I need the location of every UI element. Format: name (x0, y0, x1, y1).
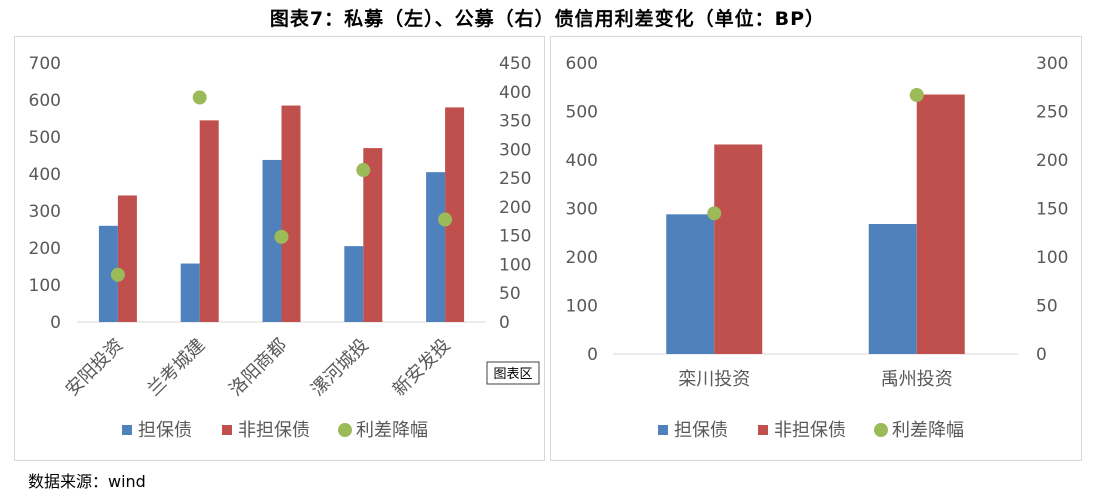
left-axis-tick-5: 500 (566, 103, 598, 123)
spread-drop-point-1 (909, 88, 924, 103)
left-axis-tick-2: 200 (29, 239, 61, 259)
spread-drop-point-4 (438, 212, 453, 227)
right-axis-tick-0: 0 (1036, 345, 1047, 365)
right-axis-tick-1: 50 (499, 284, 521, 304)
chart-area-tag: 图表区 (486, 361, 540, 385)
category-label-0: 栾川投资 (678, 369, 750, 390)
legend-marker-2 (338, 423, 352, 437)
legend-label-0: 担保债 (138, 420, 192, 441)
left-axis-tick-6: 600 (566, 54, 598, 74)
right-axis-tick-6: 300 (499, 140, 531, 160)
legend: 担保债 非担保债 利差降幅 (658, 420, 964, 441)
legend-label-1: 非担保债 (238, 420, 310, 441)
legend-label-0: 担保债 (674, 420, 728, 441)
spread-drop-point-3 (356, 163, 371, 178)
chart-border (550, 36, 1082, 461)
non-guaranteed-bar-2 (281, 105, 301, 322)
left-axis-tick-3: 300 (29, 202, 61, 222)
non-guaranteed-bar-4 (445, 107, 465, 323)
guaranteed-bar-4 (426, 172, 446, 322)
left-axis-tick-7: 700 (29, 54, 61, 74)
right-axis-tick-6: 300 (1036, 54, 1068, 74)
legend-marker-0 (122, 425, 132, 435)
right-axis-tick-3: 150 (1036, 200, 1068, 220)
right-axis-tick-4: 200 (1036, 151, 1068, 171)
legend-marker-1 (758, 425, 768, 435)
page-title: 图表7：私募（左）、公募（右）债信用利差变化（单位：BP） (269, 8, 826, 30)
right-axis-tick-4: 200 (499, 198, 531, 218)
legend-marker-1 (222, 425, 232, 435)
legend-label-2: 利差降幅 (892, 420, 964, 441)
left-axis-tick-6: 600 (29, 91, 61, 111)
public-bond-chart[interactable]: 0 100 200 300 400 500 600 0 50 100 150 200 250 300 栾川投… (550, 36, 1082, 461)
right-axis-tick-3: 150 (499, 227, 531, 247)
guaranteed-bar-2 (262, 159, 282, 322)
guaranteed-bar-1 (180, 263, 200, 322)
right-axis-tick-2: 100 (1036, 248, 1068, 268)
legend-label-1: 非担保债 (774, 420, 846, 441)
spread-drop-point-0 (707, 206, 722, 221)
non-guaranteed-bar-3 (363, 148, 383, 322)
right-axis-tick-7: 350 (499, 112, 531, 132)
left-axis-tick-4: 400 (29, 165, 61, 185)
legend-marker-0 (658, 425, 668, 435)
spread-drop-point-1 (192, 90, 207, 105)
data-source: 数据来源：wind (28, 472, 146, 491)
left-axis-tick-5: 500 (29, 128, 61, 148)
left-axis-tick-0: 0 (50, 313, 61, 333)
non-guaranteed-bar-1 (916, 94, 965, 355)
non-guaranteed-bar-0 (117, 195, 137, 322)
category-label-1: 禹州投资 (881, 369, 953, 390)
right-axis-tick-5: 250 (499, 169, 531, 189)
guaranteed-bar-0 (666, 214, 715, 354)
legend-label-2: 利差降幅 (356, 420, 428, 441)
private-bond-chart[interactable]: 0 100 200 300 400 500 600 700 0 50 100 150 200 250 300… (14, 36, 545, 461)
legend-marker-2 (874, 423, 888, 437)
guaranteed-bar-3 (344, 246, 364, 322)
non-guaranteed-bar-1 (199, 120, 219, 322)
chart-area-tag-text: 图表区 (493, 367, 532, 382)
legend: 担保债 非担保债 利差降幅 (122, 420, 428, 441)
spread-drop-point-0 (110, 267, 125, 282)
left-axis-tick-0: 0 (587, 345, 598, 365)
right-axis-tick-5: 250 (1036, 103, 1068, 123)
left-axis-tick-3: 300 (566, 200, 598, 220)
right-axis-tick-8: 400 (499, 83, 531, 103)
right-axis-tick-1: 50 (1036, 297, 1058, 317)
left-axis-tick-1: 100 (29, 276, 61, 296)
right-axis-tick-2: 100 (499, 255, 531, 275)
guaranteed-bar-0 (98, 225, 118, 322)
non-guaranteed-bar-0 (714, 144, 763, 354)
left-axis-tick-4: 400 (566, 151, 598, 171)
chart-area-tag-box (486, 361, 540, 385)
left-axis-tick-2: 200 (566, 248, 598, 268)
spread-drop-point-2 (274, 229, 289, 244)
right-axis-tick-0: 0 (499, 313, 510, 333)
right-axis-tick-9: 450 (499, 54, 531, 74)
left-axis-tick-1: 100 (566, 297, 598, 317)
guaranteed-bar-1 (868, 224, 917, 354)
